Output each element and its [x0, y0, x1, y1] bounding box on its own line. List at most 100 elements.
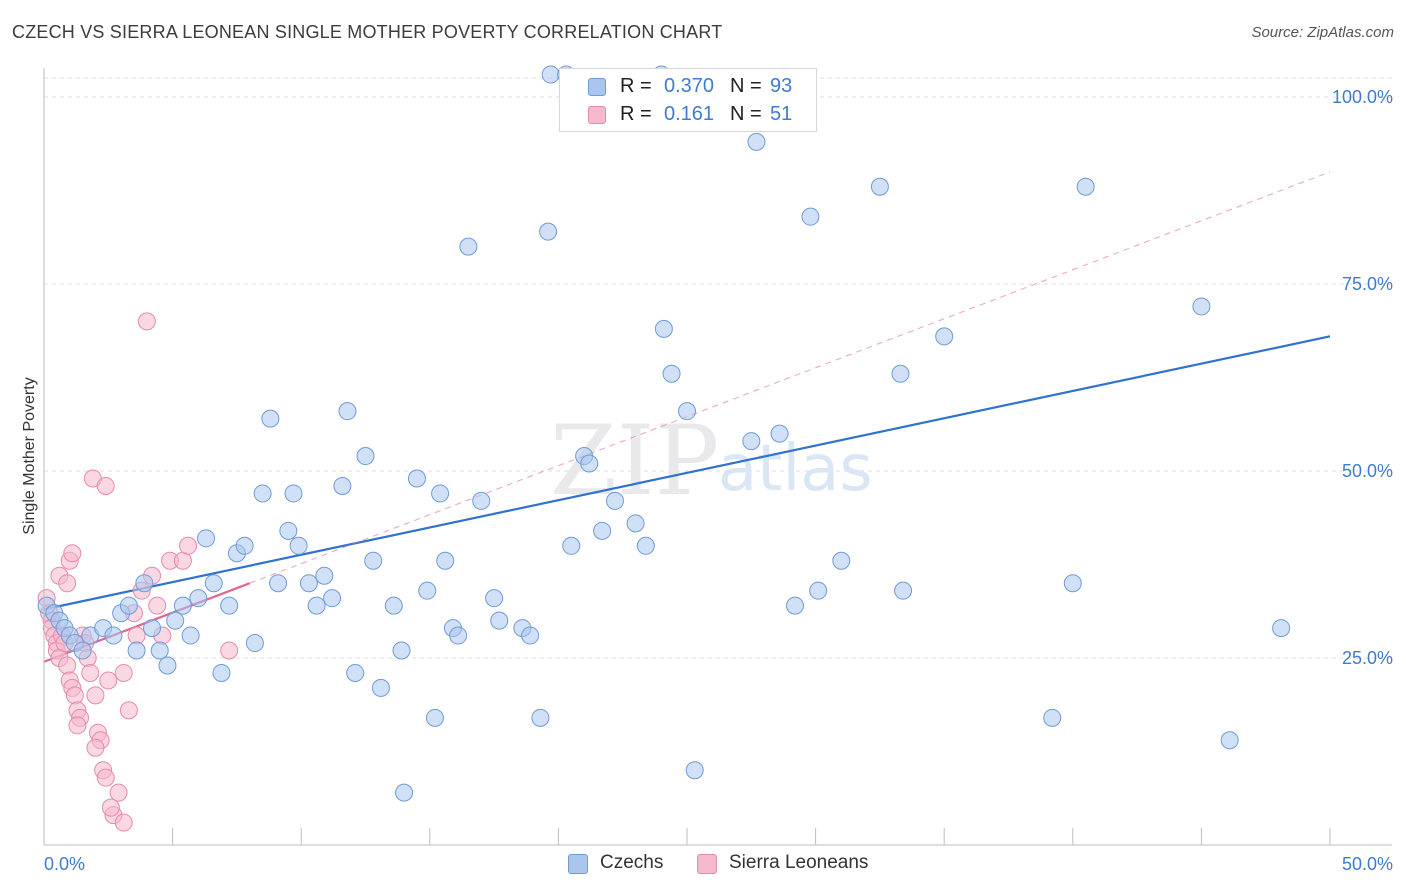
point-blue [371, 678, 390, 697]
point-pink [65, 686, 84, 705]
legend-n-label: N = [730, 75, 762, 97]
point-pink [179, 536, 198, 555]
watermark-zip: ZIP [550, 405, 719, 517]
point-pink [148, 596, 167, 615]
point-blue [459, 237, 478, 256]
point-blue [204, 574, 223, 593]
point-blue [801, 207, 820, 226]
y-tick-label: 100.0% [1332, 87, 1393, 107]
legend-row-czechs: R = 0.370 N = 93 [560, 71, 816, 101]
point-blue [1192, 297, 1211, 316]
point-pink [173, 551, 192, 570]
point-blue [333, 476, 352, 495]
point-blue [220, 596, 239, 615]
legend-n-label: N = [730, 103, 762, 125]
point-blue [636, 536, 655, 555]
point-blue [212, 663, 231, 682]
y-tick-label: 75.0% [1342, 274, 1393, 294]
point-blue [521, 626, 540, 645]
grid-lines [44, 77, 1392, 659]
point-blue [166, 611, 185, 630]
watermark-atlas: atlas [718, 432, 873, 506]
point-blue [809, 581, 828, 600]
point-blue [1272, 619, 1291, 638]
point-pink [63, 544, 82, 563]
legend-swatch-czechs [568, 854, 588, 874]
point-blue [786, 596, 805, 615]
x-tick-label: 0.0% [44, 854, 85, 874]
x-tick-label: 50.0% [1342, 854, 1393, 874]
stats-legend: R = 0.370 N = 93 R = 0.161 N = 51 [559, 68, 817, 132]
legend-r-value: 0.370 [664, 75, 715, 97]
point-blue [531, 708, 550, 727]
point-blue [605, 491, 624, 510]
point-pink [96, 768, 115, 787]
point-blue [181, 626, 200, 645]
point-blue [449, 626, 468, 645]
point-blue [593, 521, 612, 540]
legend-r-label: R = [620, 75, 652, 97]
point-blue [269, 574, 288, 593]
point-blue [284, 484, 303, 503]
point-blue [315, 566, 334, 585]
point-pink [114, 813, 133, 832]
point-blue [891, 364, 910, 383]
point-blue [472, 491, 491, 510]
point-blue [485, 589, 504, 608]
legend-label-czechs: Czechs [600, 852, 664, 873]
point-blue [235, 536, 254, 555]
point-pink [96, 476, 115, 495]
point-blue [562, 536, 581, 555]
point-pink [58, 656, 77, 675]
point-blue [119, 596, 138, 615]
y-tick-label: 25.0% [1342, 648, 1393, 668]
point-blue [189, 589, 208, 608]
point-blue [870, 177, 889, 196]
legend-swatch-pink [588, 106, 606, 124]
point-blue [261, 409, 280, 428]
point-blue [299, 574, 318, 593]
point-blue [384, 596, 403, 615]
data-points [37, 65, 1291, 832]
point-blue [742, 432, 761, 451]
y-tick-label: 50.0% [1342, 461, 1393, 481]
point-blue [541, 65, 560, 84]
point-blue [678, 402, 696, 421]
tick-labels: 25.0% 50.0% 75.0% 100.0% 0.0% 50.0% [44, 87, 1393, 874]
point-blue [747, 132, 766, 151]
point-blue [158, 656, 177, 675]
point-blue [1063, 574, 1082, 593]
point-pink [68, 716, 87, 735]
point-blue [662, 364, 681, 383]
point-pink [101, 798, 120, 817]
legend-row-sierra-leoneans: R = 0.161 N = 51 [560, 99, 816, 129]
point-blue [150, 641, 169, 660]
source-note: Source: ZipAtlas.com [1251, 24, 1394, 41]
legend-r-label: R = [620, 103, 652, 125]
point-blue [490, 611, 509, 630]
point-blue [1220, 731, 1239, 750]
point-blue [104, 626, 123, 645]
point-blue [395, 783, 414, 802]
point-blue [1043, 708, 1062, 727]
point-blue [253, 484, 272, 503]
point-blue [173, 596, 192, 615]
point-pink [114, 663, 133, 682]
point-pink [109, 783, 128, 802]
point-pink [220, 641, 239, 660]
point-blue [135, 574, 154, 593]
trend-line-blue [43, 335, 1331, 611]
point-blue [418, 581, 437, 600]
legend-r-value: 0.161 [664, 103, 715, 125]
point-blue [289, 536, 308, 555]
point-pink [127, 626, 146, 645]
point-blue [323, 589, 342, 608]
point-blue [307, 596, 326, 615]
chart-title: CZECH VS SIERRA LEONEAN SINGLE MOTHER PO… [12, 22, 723, 42]
point-blue [832, 551, 851, 570]
legend-label-sierra-leoneans: Sierra Leoneans [729, 852, 869, 873]
legend-swatch-sierra-leoneans [697, 854, 717, 874]
point-blue [425, 708, 444, 727]
point-pink [81, 663, 100, 682]
